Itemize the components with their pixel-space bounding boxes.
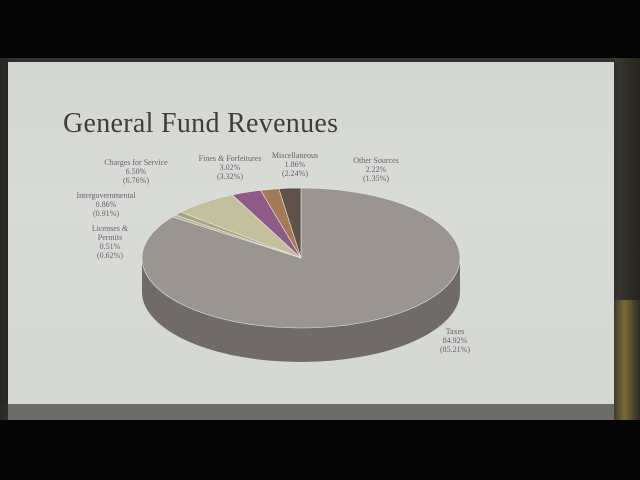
- slice-label-6: Other Sources 2.22% (1.35%): [353, 156, 399, 183]
- pie-side: [142, 258, 460, 362]
- pie-slice-6: [278, 187, 302, 259]
- slice-label-2: Intergovernmental 0.86% (0.91%): [77, 191, 137, 218]
- pie-labels: Taxes 84.92% (85.21%) Licenses & Permits 0.51…: [77, 151, 471, 354]
- flag-pole: [614, 300, 640, 420]
- slice-label-0: Taxes 84.92% (85.21%): [440, 327, 470, 354]
- pie-side-0: [142, 258, 460, 362]
- pie-top: [141, 187, 461, 329]
- slice-label-3: Charges for Service 6.50% (6.76%): [104, 158, 168, 185]
- slice-label-5: Miscellaneous 1.86% (2.24%): [272, 151, 318, 178]
- slide-bottom-edge: [8, 404, 614, 420]
- slice-label-1: Licenses & Permits 0.51% (0.62%): [92, 224, 129, 260]
- slice-label-4: Fines & Forfeitures 3.02% (3.32%): [199, 154, 262, 181]
- slide-title: General Fund Revenues: [63, 108, 339, 139]
